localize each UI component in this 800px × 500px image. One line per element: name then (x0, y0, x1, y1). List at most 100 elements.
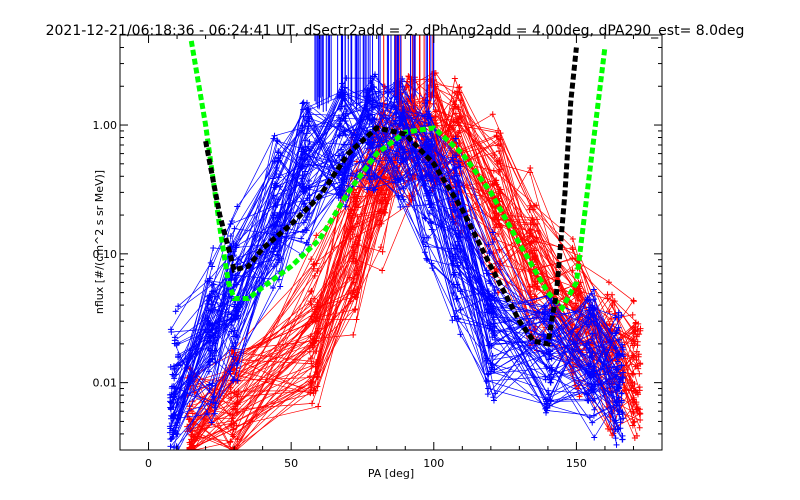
blue-series-marker (613, 366, 620, 373)
red-series-marker (184, 447, 191, 450)
blue-series-marker (305, 111, 312, 118)
x-tick-label: 50 (284, 457, 298, 470)
red-series-marker (432, 114, 439, 121)
red-series-marker (234, 393, 241, 400)
blue-series-marker (616, 411, 623, 418)
blue-series-marker (585, 369, 592, 376)
blue-series-marker (449, 317, 456, 324)
y-tick-label: 1.00 (93, 119, 118, 132)
red-series-marker (379, 267, 386, 274)
red-series-marker (495, 190, 502, 197)
blue-series-marker (298, 163, 305, 170)
red-series-marker (635, 320, 642, 327)
blue-series-marker (483, 355, 490, 362)
blue-series-marker (341, 182, 348, 189)
blue-series-line (173, 108, 622, 435)
blue-series-marker (619, 346, 626, 353)
blue-series-marker (585, 338, 592, 345)
red-series-marker (631, 435, 638, 442)
blue-series-marker (542, 376, 549, 383)
blue-series-marker (228, 328, 235, 335)
blue-series-line (169, 86, 620, 396)
blue-series-marker (590, 412, 597, 419)
blue-series-marker (304, 161, 311, 168)
blue-series-marker (365, 110, 372, 117)
blue-series-marker (457, 288, 464, 295)
blue-series-marker (590, 286, 597, 293)
blue-series-marker (336, 132, 343, 139)
blue-series-marker (588, 380, 595, 387)
red-series-marker (637, 327, 644, 334)
blue-series-marker (210, 244, 217, 251)
blue-series-marker (619, 409, 626, 416)
blue-series-marker (211, 410, 218, 417)
blue-series-marker (208, 419, 215, 426)
blue-series-marker (369, 101, 376, 108)
blue-series-marker (587, 297, 594, 304)
blue-series-marker (169, 371, 176, 378)
blue-series-line (174, 137, 618, 403)
red-series-marker (634, 338, 641, 345)
blue-series-marker (491, 297, 498, 304)
blue-series-marker (208, 281, 215, 288)
blue-series-marker (587, 386, 594, 393)
blue-series-marker (488, 364, 495, 371)
red-series-marker (636, 384, 643, 391)
red-series-marker (377, 244, 384, 251)
blue-series-marker (269, 285, 276, 292)
blue-series-marker (453, 296, 460, 303)
red-series-marker (634, 389, 641, 396)
blue-series-marker (612, 314, 619, 321)
red-series-marker (495, 230, 502, 237)
blue-series-marker (618, 312, 625, 319)
blue-series-marker (484, 391, 491, 398)
blue-series-marker (452, 178, 459, 185)
blue-series-line (177, 110, 617, 403)
blue-series-marker (615, 336, 622, 343)
blue-series-marker (278, 255, 285, 262)
red-series-marker (351, 191, 358, 198)
blue-series-marker (277, 221, 284, 228)
blue-series-marker (613, 441, 620, 448)
blue-series-marker (232, 242, 239, 249)
y-tick-label: 0.10 (93, 248, 118, 261)
blue-series-marker (589, 302, 596, 309)
red-series-marker (527, 202, 534, 209)
blue-series-marker (421, 100, 428, 107)
red-series-marker (637, 417, 644, 424)
blue-series-marker (342, 203, 349, 210)
y-axis: 0.01 0.10 1.00 (93, 34, 662, 451)
blue-series-marker (425, 108, 432, 115)
blue-series-marker (168, 328, 175, 335)
blue-series-marker (209, 263, 216, 270)
blue-series-marker (615, 324, 622, 331)
blue-series-marker (209, 288, 216, 295)
red-series-marker (630, 410, 637, 417)
blue-series-marker (335, 152, 342, 159)
blue-series-marker (298, 148, 305, 155)
blue-series-marker (543, 363, 550, 370)
red-series-marker (533, 202, 540, 209)
blue-series-marker (584, 370, 591, 377)
green-fit-curve (188, 40, 608, 313)
red-series-marker (229, 412, 236, 419)
blue-series-line (171, 104, 623, 437)
red-series-marker (496, 156, 503, 163)
blue-series-marker (227, 232, 234, 239)
blue-series-marker (449, 154, 456, 161)
blue-series-marker (425, 136, 432, 143)
red-series-marker (527, 226, 534, 233)
blue-series-line (171, 156, 622, 424)
red-series-marker (433, 113, 440, 120)
red-series-marker (186, 439, 193, 446)
blue-series-marker (452, 135, 459, 142)
blue-series-marker (338, 172, 345, 179)
blue-series-marker (453, 164, 460, 171)
blue-series-marker (211, 393, 218, 400)
blue-series-marker (207, 347, 214, 354)
red-series-marker (314, 304, 321, 311)
red-series-marker (633, 399, 640, 406)
blue-series-marker (206, 386, 213, 393)
blue-series-marker (167, 399, 174, 406)
